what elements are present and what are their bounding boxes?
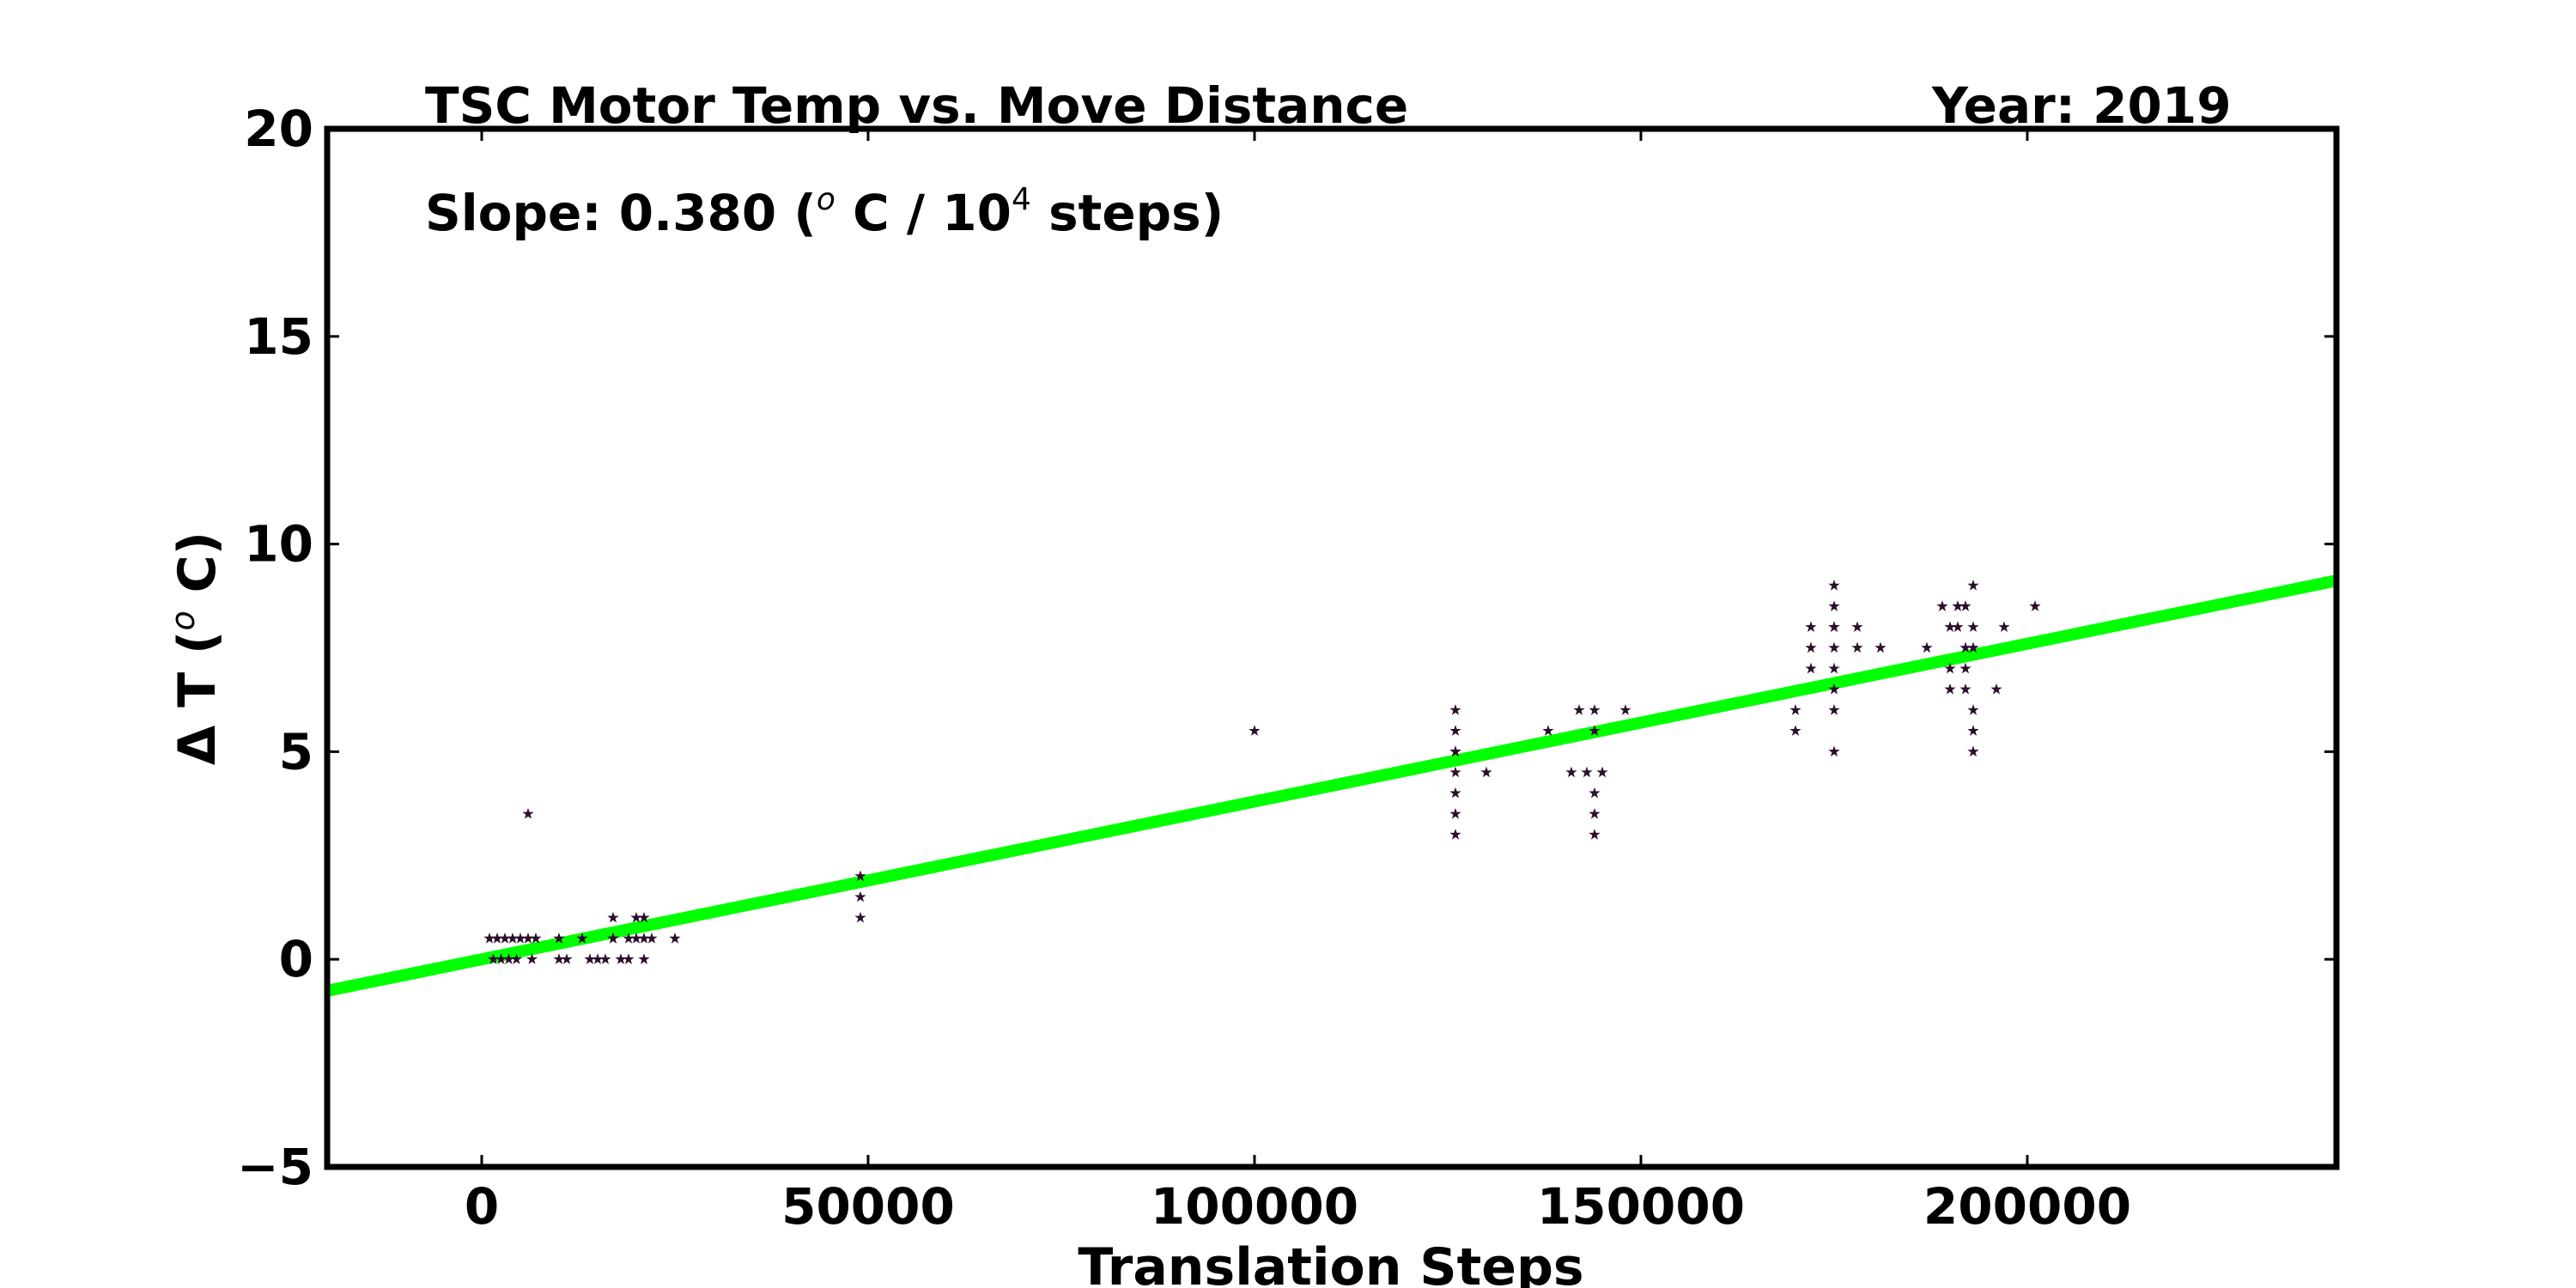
data-point xyxy=(1789,704,1801,715)
data-point xyxy=(2029,600,2041,611)
fit-line xyxy=(327,574,2336,997)
y-axis-label-suffix: C) xyxy=(167,532,228,611)
data-point xyxy=(607,911,619,923)
y-tick-label: 15 xyxy=(244,307,313,366)
slope-annotation-mid: C / 10 xyxy=(835,184,1012,242)
data-point xyxy=(1589,807,1601,819)
x-tick-label: 0 xyxy=(465,1177,499,1236)
data-point xyxy=(1449,829,1461,840)
plot-frame xyxy=(324,125,2340,1170)
x-axis-label: Translation Steps xyxy=(1078,1237,1583,1288)
y-tick-label: 5 xyxy=(279,722,313,781)
data-point xyxy=(1828,600,1840,611)
data-point xyxy=(854,911,866,923)
y-tick-label: 20 xyxy=(244,100,313,158)
data-point xyxy=(1542,725,1554,736)
data-point xyxy=(1921,641,1933,653)
data-point xyxy=(1936,600,1948,611)
data-point xyxy=(1619,704,1631,715)
data-point xyxy=(1449,766,1461,778)
data-point xyxy=(1573,704,1585,715)
data-point xyxy=(638,953,650,964)
y-tick-label: 10 xyxy=(244,515,313,574)
data-point xyxy=(1828,704,1840,715)
slope-annotation-sup-exponent: 4 xyxy=(1012,182,1031,217)
data-point xyxy=(1998,621,2010,633)
y-axis-label: Δ T (o C) xyxy=(164,532,228,765)
data-point xyxy=(1990,683,2002,695)
data-point xyxy=(1449,787,1461,799)
x-tick-label: 50000 xyxy=(781,1177,955,1236)
slope-annotation-prefix: Slope: 0.380 ( xyxy=(425,184,817,242)
data-point xyxy=(1828,641,1840,653)
chart-title: TSC Motor Temp vs. Move Distance xyxy=(425,76,1408,135)
data-point xyxy=(1480,766,1492,778)
x-tick-label: 100000 xyxy=(1151,1177,1358,1236)
x-tick-label: 150000 xyxy=(1537,1177,1745,1236)
data-point xyxy=(1805,621,1817,633)
data-point xyxy=(1959,683,1971,695)
data-point xyxy=(1581,766,1593,778)
slope-annotation: Slope: 0.380 (o C / 104 steps) xyxy=(425,182,1224,242)
data-point xyxy=(1828,579,1840,591)
data-point xyxy=(1967,621,1979,633)
data-point xyxy=(1449,704,1461,715)
data-point xyxy=(1805,641,1817,653)
data-point xyxy=(1959,662,1971,674)
data-point xyxy=(1967,579,1979,591)
data-point xyxy=(1967,745,1979,757)
data-point xyxy=(1589,787,1601,799)
y-axis-label-prefix: Δ T ( xyxy=(167,631,228,766)
slope-annotation-suffix: steps) xyxy=(1031,184,1224,242)
slope-annotation-sup-degree: o xyxy=(817,182,835,217)
data-point xyxy=(1805,662,1817,674)
data-point xyxy=(854,890,866,902)
y-axis-label-sup: o xyxy=(164,611,202,630)
data-point xyxy=(1449,725,1461,736)
data-point xyxy=(1851,641,1863,653)
data-point xyxy=(1851,621,1863,633)
data-point xyxy=(1249,725,1261,736)
data-point xyxy=(522,807,534,819)
data-point xyxy=(1589,829,1601,840)
data-point xyxy=(1589,704,1601,715)
data-point xyxy=(1789,725,1801,736)
data-point xyxy=(1874,641,1886,653)
data-point xyxy=(1828,745,1840,757)
year-label: Year: 2019 xyxy=(1931,76,2232,135)
data-point xyxy=(1449,807,1461,819)
data-point xyxy=(1596,766,1608,778)
data-point xyxy=(1967,704,1979,715)
data-point xyxy=(1944,683,1956,695)
data-point xyxy=(1565,766,1577,778)
data-point xyxy=(1967,725,1979,736)
y-tick-label: −5 xyxy=(237,1138,313,1196)
data-point xyxy=(669,933,681,944)
y-tick-label: 0 xyxy=(279,930,313,988)
x-tick-label: 200000 xyxy=(1923,1177,2131,1236)
data-point xyxy=(1828,621,1840,633)
data-point xyxy=(1828,662,1840,674)
